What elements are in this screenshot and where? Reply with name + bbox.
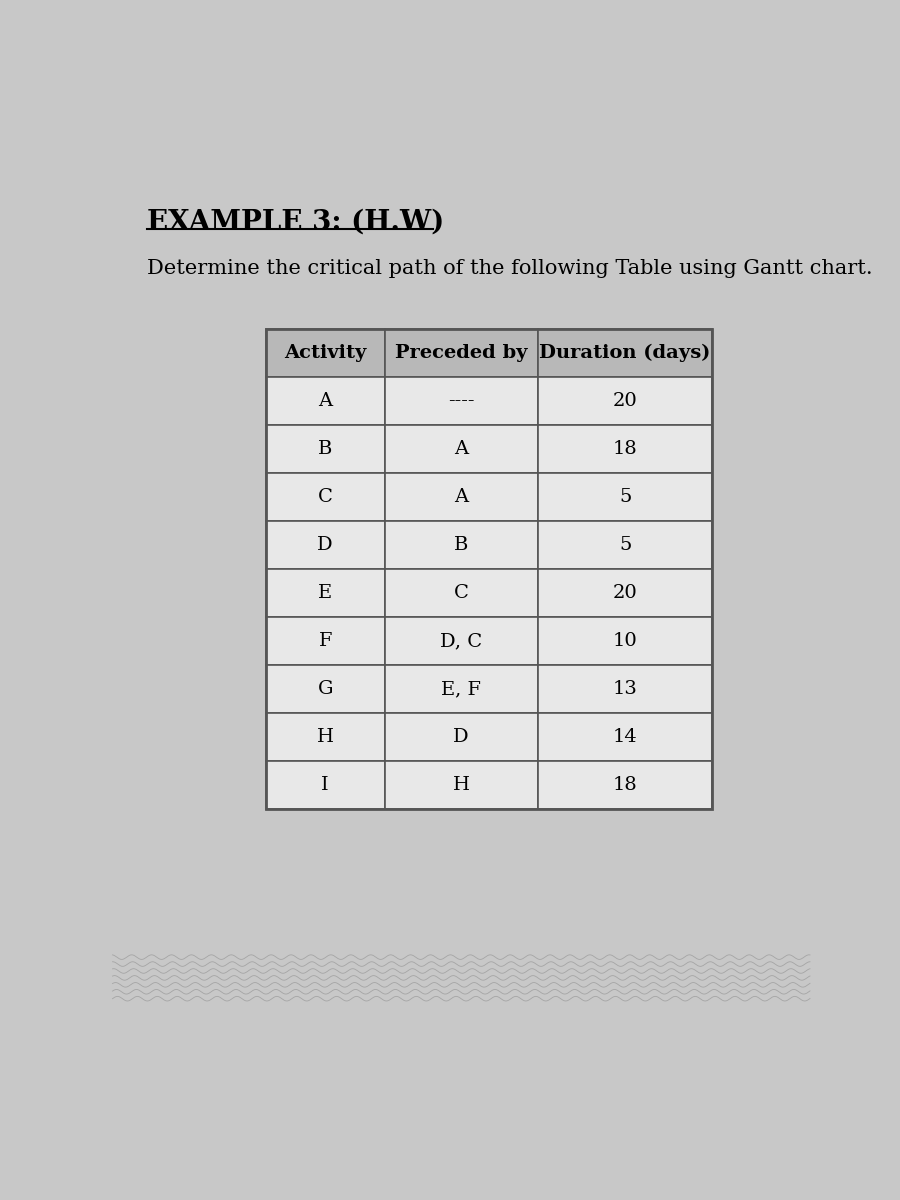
- FancyBboxPatch shape: [384, 665, 538, 713]
- FancyBboxPatch shape: [266, 713, 384, 761]
- Text: Activity: Activity: [284, 344, 366, 362]
- Text: Preceded by: Preceded by: [395, 344, 527, 362]
- FancyBboxPatch shape: [384, 425, 538, 473]
- FancyBboxPatch shape: [266, 329, 384, 377]
- FancyBboxPatch shape: [266, 425, 384, 473]
- Text: G: G: [318, 680, 333, 698]
- FancyBboxPatch shape: [266, 761, 384, 809]
- Text: H: H: [453, 776, 470, 794]
- Text: D: D: [454, 728, 469, 746]
- Text: A: A: [454, 440, 468, 458]
- Text: A: A: [454, 488, 468, 506]
- Text: E, F: E, F: [441, 680, 482, 698]
- FancyBboxPatch shape: [266, 521, 384, 569]
- Text: A: A: [319, 392, 332, 410]
- FancyBboxPatch shape: [384, 761, 538, 809]
- FancyBboxPatch shape: [384, 377, 538, 425]
- Text: Duration (days): Duration (days): [539, 343, 711, 362]
- FancyBboxPatch shape: [538, 665, 713, 713]
- Text: 18: 18: [613, 776, 637, 794]
- Text: E: E: [319, 584, 332, 602]
- Text: EXAMPLE 3: (H.W): EXAMPLE 3: (H.W): [148, 209, 445, 235]
- FancyBboxPatch shape: [384, 473, 538, 521]
- Text: ----: ----: [448, 392, 474, 410]
- FancyBboxPatch shape: [538, 617, 713, 665]
- Text: 20: 20: [613, 584, 637, 602]
- Text: 5: 5: [619, 536, 632, 554]
- Text: B: B: [454, 536, 468, 554]
- Text: D: D: [318, 536, 333, 554]
- Text: H: H: [317, 728, 334, 746]
- Text: 13: 13: [613, 680, 637, 698]
- Text: F: F: [319, 632, 332, 650]
- Text: 20: 20: [613, 392, 637, 410]
- FancyBboxPatch shape: [266, 473, 384, 521]
- FancyBboxPatch shape: [266, 617, 384, 665]
- FancyBboxPatch shape: [384, 617, 538, 665]
- FancyBboxPatch shape: [384, 329, 538, 377]
- FancyBboxPatch shape: [538, 473, 713, 521]
- Text: 18: 18: [613, 440, 637, 458]
- Text: 10: 10: [613, 632, 637, 650]
- FancyBboxPatch shape: [266, 665, 384, 713]
- FancyBboxPatch shape: [384, 521, 538, 569]
- FancyBboxPatch shape: [384, 713, 538, 761]
- FancyBboxPatch shape: [538, 569, 713, 617]
- Text: I: I: [321, 776, 329, 794]
- Text: Determine the critical path of the following Table using Gantt chart.: Determine the critical path of the follo…: [148, 259, 873, 278]
- FancyBboxPatch shape: [538, 713, 713, 761]
- Text: B: B: [318, 440, 332, 458]
- Text: 5: 5: [619, 488, 632, 506]
- FancyBboxPatch shape: [538, 377, 713, 425]
- FancyBboxPatch shape: [538, 761, 713, 809]
- FancyBboxPatch shape: [538, 329, 713, 377]
- FancyBboxPatch shape: [266, 569, 384, 617]
- FancyBboxPatch shape: [266, 377, 384, 425]
- Text: 14: 14: [613, 728, 637, 746]
- FancyBboxPatch shape: [384, 569, 538, 617]
- Text: C: C: [318, 488, 333, 506]
- FancyBboxPatch shape: [538, 425, 713, 473]
- Text: D, C: D, C: [440, 632, 482, 650]
- Text: C: C: [454, 584, 469, 602]
- FancyBboxPatch shape: [538, 521, 713, 569]
